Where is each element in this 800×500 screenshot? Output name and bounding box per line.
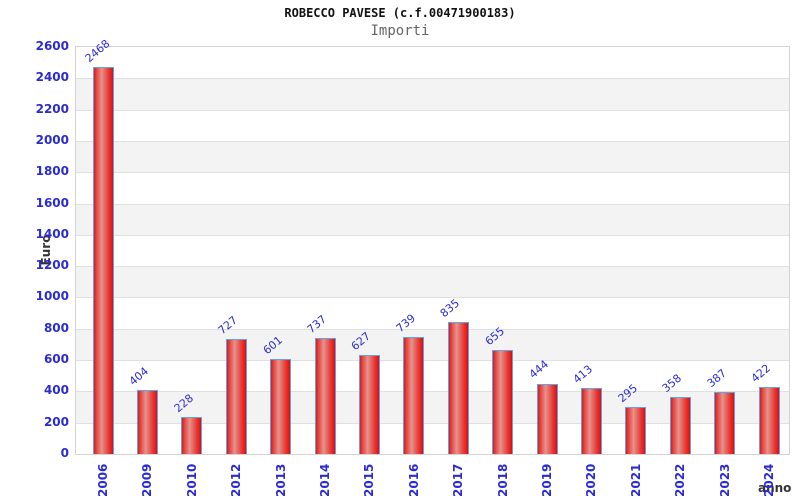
y-tick-label: 0 xyxy=(60,446,69,460)
x-tick-label: 2024 xyxy=(762,463,776,497)
x-tick-label: 2018 xyxy=(495,463,510,497)
plot-band xyxy=(76,78,789,110)
x-tick-label: 2006 xyxy=(96,463,110,497)
bar-2019 xyxy=(536,383,558,454)
y-tick-label: 1000 xyxy=(35,289,69,304)
gridline xyxy=(76,172,789,174)
y-tick-label: 600 xyxy=(43,352,69,367)
bar-2010 xyxy=(181,417,203,454)
bar-2018 xyxy=(492,350,514,454)
gridline xyxy=(76,297,789,299)
y-tick-label: 400 xyxy=(43,383,69,398)
bar-2023 xyxy=(714,392,736,454)
gridline xyxy=(76,266,789,268)
plot-area xyxy=(75,46,790,455)
y-tick-label: 200 xyxy=(43,414,69,429)
plot-band xyxy=(76,203,789,235)
x-tick-label: 2020 xyxy=(584,463,599,497)
bar-2020 xyxy=(580,388,602,454)
x-tick-label: 2014 xyxy=(318,463,332,497)
x-tick-label: 2013 xyxy=(273,463,288,497)
y-tick-label: 2200 xyxy=(35,101,69,116)
plot-band xyxy=(76,266,789,298)
x-tick-label: 2015 xyxy=(362,463,377,497)
y-tick-label: 800 xyxy=(43,320,69,335)
x-tick-label: 2017 xyxy=(451,463,466,497)
plot-band xyxy=(76,328,789,361)
bar-2006 xyxy=(92,66,114,454)
bar-2015 xyxy=(358,354,380,454)
bar-2014 xyxy=(314,337,336,454)
plot-band xyxy=(76,140,789,173)
x-tick-label: 2016 xyxy=(406,463,421,497)
x-tick-label: 2012 xyxy=(229,463,244,497)
x-tick-label: 2021 xyxy=(628,463,643,497)
bar-2017 xyxy=(447,322,469,454)
y-tick-label: 2600 xyxy=(35,39,69,53)
bar-2009 xyxy=(136,389,158,454)
bar-2012 xyxy=(225,339,247,454)
y-tick-label: 2400 xyxy=(35,70,69,85)
chart-title: ROBECCO PAVESE (c.f.00471900183) xyxy=(284,6,516,20)
y-tick-label: 2000 xyxy=(35,132,69,147)
gridline xyxy=(76,109,789,111)
gridline xyxy=(76,328,789,330)
gridline xyxy=(76,422,789,424)
gridline xyxy=(76,360,789,362)
y-tick-label: 1400 xyxy=(35,226,69,241)
gridline xyxy=(76,140,789,142)
bar-2016 xyxy=(403,337,425,454)
y-tick-label: 1200 xyxy=(35,258,69,273)
x-axis-label: anno xyxy=(758,481,792,495)
bar-2021 xyxy=(625,406,647,454)
x-tick-label: 2022 xyxy=(673,463,688,497)
gridline xyxy=(76,78,789,80)
gridline xyxy=(76,234,789,236)
bar-2013 xyxy=(270,358,292,454)
gridline xyxy=(76,203,789,205)
y-tick-label: 1800 xyxy=(35,164,69,179)
y-tick-label: 1600 xyxy=(35,195,69,210)
x-tick-label: 2010 xyxy=(184,463,199,497)
gridline xyxy=(76,391,789,393)
bar-2024 xyxy=(758,386,780,454)
x-tick-label: 2023 xyxy=(717,463,732,497)
x-tick-label: 2009 xyxy=(140,463,155,497)
x-tick-label: 2019 xyxy=(540,463,554,497)
chart-subtitle: Importi xyxy=(370,23,430,39)
bar-2022 xyxy=(669,396,691,454)
